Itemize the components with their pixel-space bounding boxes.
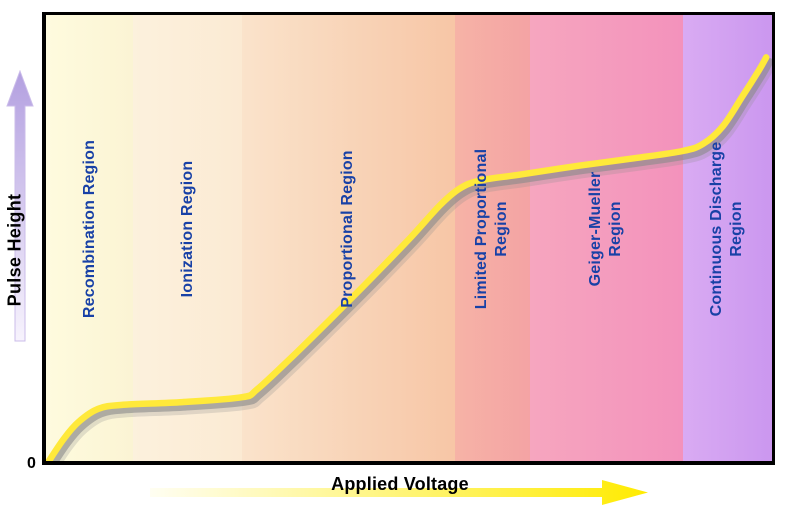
region-label-line: Region: [728, 201, 746, 257]
region-label-line: Region: [493, 201, 511, 257]
plot-area: Recombination Region Ionization Region Pro…: [42, 12, 775, 465]
origin-label: 0: [27, 455, 36, 472]
region-band-4: [454, 15, 531, 461]
response-curve: [46, 54, 772, 461]
region-label-line: Recombination Region: [80, 139, 98, 319]
region-label-line: Limited Proportional: [473, 148, 491, 310]
region-label-line: Continuous Discharge: [708, 141, 726, 317]
region-band-2: [133, 15, 243, 461]
region-label-3: Proportional Region: [338, 150, 358, 308]
region-label-5: Geiger-Mueller Region: [586, 172, 626, 287]
region-label-line: Proportional Region: [339, 150, 357, 308]
region-label-2: Ionization Region: [178, 161, 198, 298]
region-label-line: Region: [607, 201, 625, 257]
x-axis-label: Applied Voltage: [331, 474, 469, 494]
region-band-5: [529, 15, 684, 461]
x-axis-arrow-icon: [150, 480, 648, 505]
region-label-line: Geiger-Mueller: [587, 171, 605, 287]
region-label-6: Continuous Discharge Region: [707, 142, 747, 317]
curve-shadow: [50, 57, 772, 461]
region-label-4: Limited Proportional Region: [472, 149, 512, 309]
y-axis-arrow-icon: [6, 70, 34, 342]
curve-line: [46, 54, 770, 461]
region-label-line: Ionization Region: [178, 160, 196, 298]
y-axis-label: Pulse Height: [4, 193, 25, 307]
region-label-1: Recombination Region: [80, 140, 100, 318]
